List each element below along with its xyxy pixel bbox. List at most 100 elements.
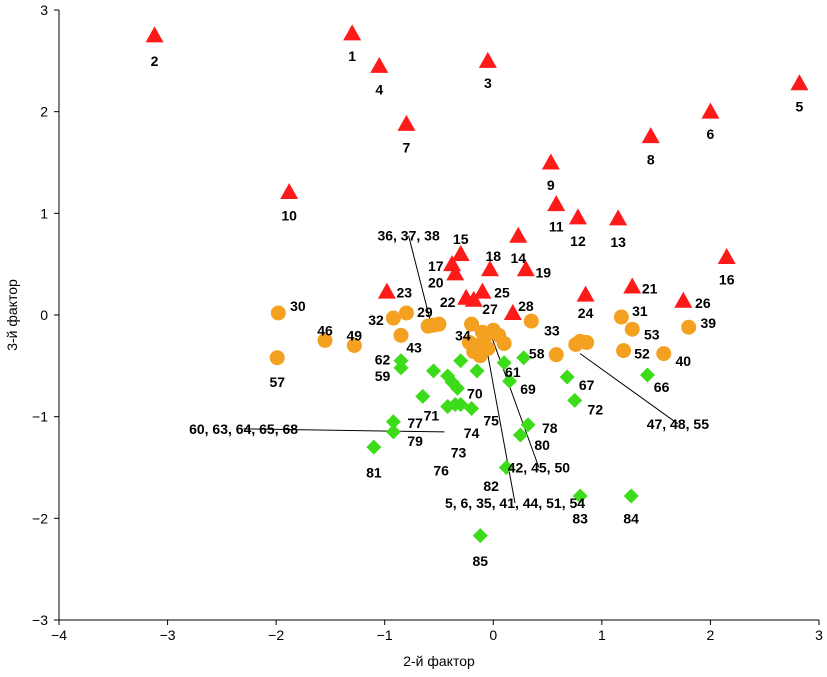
circle-point [398,305,414,321]
circle-point [548,347,564,363]
diamond-point [426,363,442,379]
y-tick-label: 0 [40,307,48,323]
point-label: 72 [588,402,604,418]
point-label: 13 [610,234,626,250]
triangle-point [370,56,389,73]
y-tick-label: −2 [32,510,48,526]
point-label: 46 [317,322,333,338]
diamond-point [464,401,480,417]
diamond-point [453,353,469,369]
point-label: 3 [484,75,492,91]
diamond-point [366,439,382,455]
point-label: 77 [407,415,423,431]
leader-line [484,337,516,504]
point-label: 82 [483,478,499,494]
triangle-point [623,277,642,294]
group-label: 47, 48, 55 [647,416,709,432]
point-label: 22 [440,294,456,310]
diamond-point [567,392,583,408]
triangle-point [568,208,587,225]
point-label: 67 [579,377,595,393]
point-label: 19 [535,264,551,280]
x-axis-title: 2-й фактор [403,653,475,669]
circle-point [270,305,286,321]
triangle-point [641,127,660,144]
triangle-point [397,114,416,131]
point-label: 52 [634,346,650,362]
point-label: 39 [700,315,716,331]
point-label: 31 [632,303,648,319]
circle-point [317,332,333,348]
triangle-point [576,285,595,302]
point-label: 74 [464,425,480,441]
leader-line [490,335,540,468]
point-label: 76 [433,463,449,479]
x-tick-label: −2 [268,627,284,643]
triangle-point [478,51,497,68]
point-label: 49 [347,327,363,343]
diamond-point [498,460,514,475]
leader-line [243,428,445,433]
point-label: 11 [549,219,564,235]
triangle-point [473,282,492,299]
triangle-point [790,74,809,91]
circle-point [681,319,697,335]
group-label: 42, 45, 50 [508,460,570,476]
point-label: 59 [375,368,391,384]
diamond-point [516,350,532,366]
circle-point [656,346,672,362]
triangle-point [446,264,465,281]
point-label: 33 [544,322,560,338]
group-label: 36, 37, 38 [377,228,439,244]
diamond-point [639,367,655,383]
point-label: 8 [647,151,655,167]
x-tick-label: 3 [815,627,823,643]
triangle-point [547,195,566,212]
point-label: 69 [520,381,536,397]
diamond-point [415,388,431,404]
circle-point [393,327,409,343]
point-label: 66 [654,379,670,395]
x-tick-label: 0 [489,627,497,643]
point-label: 62 [375,352,391,368]
point-label: 71 [424,408,440,424]
point-label: 26 [695,295,711,311]
triangle-point [509,226,528,243]
x-tick-label: −4 [51,627,67,643]
data-markers [145,24,809,544]
point-label: 17 [428,258,444,274]
point-label: 14 [510,250,526,266]
triangle-point [377,282,396,299]
diamond-point [385,424,401,440]
x-tick-label: 2 [707,627,715,643]
diamond-point [520,417,536,433]
point-label: 20 [428,274,444,290]
point-label: 10 [281,207,297,223]
point-label: 34 [455,327,471,343]
circle-point [624,321,640,337]
point-label: 25 [494,285,510,301]
triangle-point [343,24,362,41]
x-tick-label: −3 [160,627,176,643]
diamond-point [512,427,528,443]
circle-point [385,310,401,326]
point-label: 61 [505,364,521,380]
diamond-point [447,396,463,412]
circle-point [346,338,362,353]
diamond-point [502,373,518,389]
point-label: 27 [482,301,498,317]
group-annotations: 36, 37, 38 60, 63, 64, 65, 68 42, 45, 50 5,… [189,228,709,511]
triangle-point [503,303,522,320]
y-tick-label: 3 [40,2,48,18]
point-label: 70 [467,385,483,401]
y-tick-label: 2 [40,104,48,120]
diamond-point [472,528,488,544]
triangle-point [145,26,164,43]
triangle-point [541,153,560,170]
point-label: 4 [375,81,383,97]
y-axis-title: 3-й фактор [4,279,20,351]
triangle-point [516,260,535,277]
leader-line [408,235,432,326]
